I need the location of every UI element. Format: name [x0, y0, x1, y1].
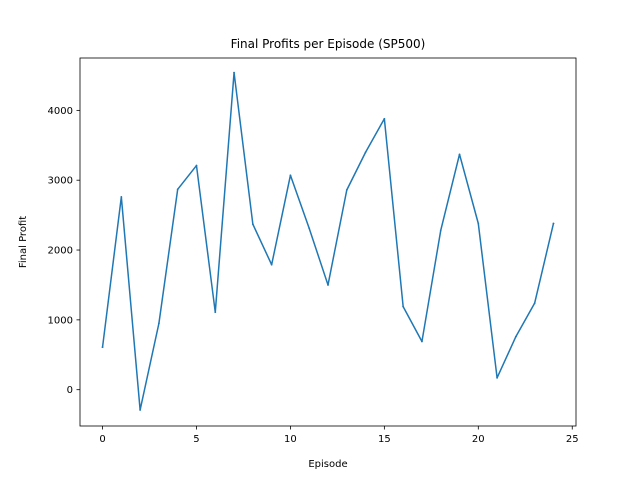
- data-point: [176, 188, 179, 191]
- data-point: [327, 284, 329, 286]
- data-point: [496, 376, 498, 379]
- x-tick-label: 15: [378, 434, 391, 445]
- data-point: [458, 153, 461, 156]
- data-point: [402, 305, 405, 308]
- data-point: [158, 322, 160, 325]
- data-point: [101, 346, 104, 348]
- y-tick-label: 0: [67, 385, 73, 396]
- plot-area: [79, 57, 577, 427]
- x-tick-label: 5: [193, 434, 199, 445]
- data-point: [552, 222, 555, 225]
- data-point: [514, 335, 517, 338]
- y-tick-label: 1000: [48, 315, 73, 326]
- data-point: [120, 196, 123, 198]
- x-axis-title: Episode: [308, 459, 347, 470]
- data-point: [233, 71, 235, 74]
- data-point: [308, 227, 311, 230]
- data-point: [289, 174, 292, 177]
- x-tick-label: 20: [472, 434, 485, 445]
- plot-frame: [79, 57, 577, 427]
- data-point: [270, 263, 273, 266]
- data-point: [214, 311, 217, 314]
- x-tick-label: 0: [99, 434, 105, 445]
- y-tick-label: 4000: [48, 106, 73, 117]
- series-layer: [101, 71, 555, 411]
- data-point: [364, 151, 367, 154]
- data-point: [421, 340, 423, 343]
- chart-title: Final Profits per Episode (SP500): [231, 37, 426, 51]
- data-point: [195, 164, 198, 167]
- data-point: [345, 189, 348, 191]
- data-point: [139, 409, 142, 411]
- data-point: [533, 302, 536, 305]
- data-point: [251, 223, 254, 226]
- x-axis: 0 5 10 15 20 25: [99, 426, 579, 445]
- y-axis-title: Final Profit: [18, 216, 29, 268]
- y-tick-label: 2000: [48, 246, 73, 257]
- x-tick-label: 10: [284, 434, 297, 445]
- x-tick-label: 25: [566, 434, 579, 445]
- y-axis: 0 1000 2000 3000 4000: [48, 106, 80, 396]
- data-point: [439, 229, 442, 232]
- data-point: [477, 222, 480, 225]
- data-point: [383, 117, 386, 120]
- y-tick-label: 3000: [48, 176, 73, 187]
